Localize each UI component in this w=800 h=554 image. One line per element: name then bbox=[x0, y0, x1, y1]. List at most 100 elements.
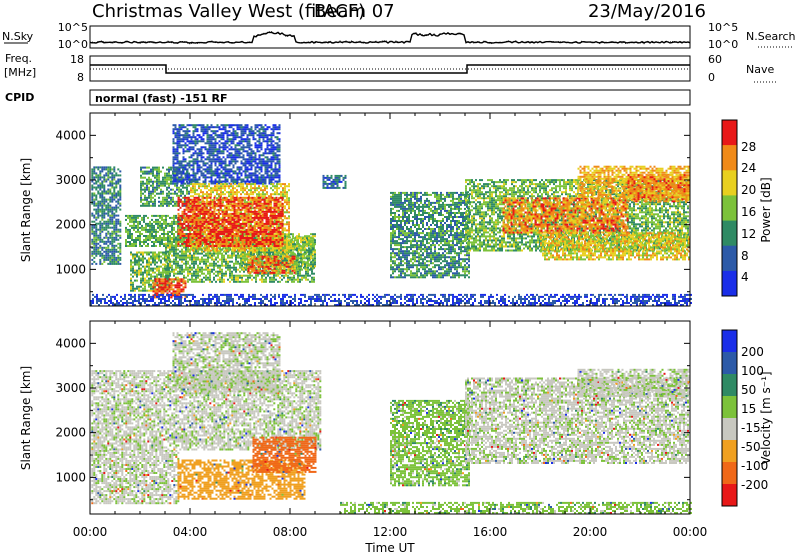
data-cell bbox=[199, 278, 201, 281]
data-cell bbox=[192, 180, 195, 183]
data-cell bbox=[293, 268, 295, 271]
data-cell bbox=[270, 178, 273, 181]
data-cell bbox=[175, 272, 177, 275]
data-cell bbox=[155, 235, 157, 237]
data-cell bbox=[178, 170, 181, 173]
data-cell bbox=[105, 212, 108, 215]
data-cell bbox=[225, 252, 227, 255]
data-cell bbox=[204, 164, 207, 167]
data-cell bbox=[151, 237, 153, 239]
data-cell bbox=[134, 263, 136, 266]
data-cell bbox=[215, 274, 217, 277]
data-cell bbox=[131, 214, 133, 217]
data-cell bbox=[214, 132, 217, 135]
data-cell bbox=[229, 264, 231, 267]
data-cell bbox=[254, 144, 257, 147]
data-cell bbox=[146, 200, 148, 203]
data-cell bbox=[148, 170, 150, 173]
data-cell bbox=[119, 250, 122, 253]
data-cell bbox=[214, 178, 217, 181]
data-cell bbox=[99, 210, 102, 213]
data-cell bbox=[256, 182, 259, 185]
data-cell bbox=[107, 244, 110, 247]
data-cell bbox=[254, 166, 257, 169]
data-cell bbox=[216, 193, 218, 196]
data-cell bbox=[248, 146, 251, 149]
data-cell bbox=[173, 252, 175, 255]
data-cell bbox=[215, 270, 217, 273]
data-cell bbox=[91, 252, 94, 255]
data-cell bbox=[220, 227, 222, 230]
data-cell bbox=[234, 136, 237, 139]
data-cell bbox=[173, 280, 175, 283]
data-cell bbox=[99, 244, 102, 247]
data-cell bbox=[135, 224, 137, 227]
data-cell bbox=[280, 253, 282, 256]
data-cell bbox=[272, 174, 275, 177]
data-cell bbox=[107, 220, 110, 223]
data-cell bbox=[176, 136, 179, 139]
freq-tick-bottom: 8 bbox=[77, 71, 84, 84]
data-cell bbox=[181, 270, 183, 273]
data-cell bbox=[93, 208, 96, 211]
data-cell bbox=[148, 283, 150, 286]
data-cell bbox=[190, 187, 192, 190]
data-cell bbox=[139, 230, 141, 233]
data-cell bbox=[268, 152, 271, 155]
data-cell bbox=[187, 260, 189, 263]
data-cell bbox=[119, 228, 122, 231]
data-cell bbox=[255, 268, 257, 271]
data-cell bbox=[224, 148, 227, 151]
data-cell bbox=[158, 176, 160, 179]
data-cell bbox=[178, 138, 181, 141]
data-cell bbox=[292, 263, 294, 266]
data-cell bbox=[224, 178, 227, 181]
data-cell bbox=[196, 247, 198, 250]
freq-unit: [MHz] bbox=[4, 66, 36, 79]
data-cell bbox=[218, 140, 221, 143]
data-cell bbox=[201, 252, 203, 255]
data-cell bbox=[242, 251, 244, 254]
data-cell bbox=[194, 128, 197, 131]
data-cell bbox=[242, 255, 244, 258]
data-cell bbox=[274, 152, 277, 155]
data-cell bbox=[298, 233, 300, 236]
data-cell bbox=[300, 255, 302, 258]
data-cell bbox=[209, 250, 211, 253]
data-cell bbox=[131, 216, 133, 219]
data-cell bbox=[233, 254, 235, 257]
data-cell bbox=[215, 252, 217, 255]
data-cell bbox=[258, 180, 261, 183]
data-cell bbox=[178, 178, 180, 181]
data-cell bbox=[293, 276, 295, 279]
data-cell bbox=[236, 142, 239, 145]
data-cell bbox=[154, 257, 156, 260]
data-cell bbox=[234, 178, 237, 181]
data-cell bbox=[248, 180, 251, 183]
data-cell bbox=[220, 138, 223, 141]
data-cell bbox=[184, 178, 187, 181]
data-cell bbox=[176, 128, 179, 131]
data-cell bbox=[167, 230, 169, 233]
data-cell bbox=[145, 235, 147, 237]
data-cell bbox=[176, 204, 178, 207]
data-cell bbox=[235, 266, 237, 269]
data-cell bbox=[186, 192, 188, 195]
data-cell bbox=[234, 138, 237, 141]
data-cell bbox=[183, 214, 185, 217]
data-cell bbox=[194, 176, 197, 179]
data-cell bbox=[232, 193, 234, 196]
data-cell bbox=[99, 182, 102, 185]
data-cell bbox=[101, 200, 104, 203]
data-cell bbox=[308, 241, 310, 244]
data-cell bbox=[296, 263, 298, 266]
data-cell bbox=[131, 220, 133, 223]
data-cell bbox=[95, 244, 98, 247]
data-cell bbox=[224, 126, 227, 129]
data-cell bbox=[158, 196, 160, 199]
data-cell bbox=[159, 228, 161, 231]
data-cell bbox=[237, 252, 239, 255]
data-cell bbox=[248, 259, 250, 262]
data-cell bbox=[148, 257, 150, 260]
data-cell bbox=[162, 202, 164, 205]
